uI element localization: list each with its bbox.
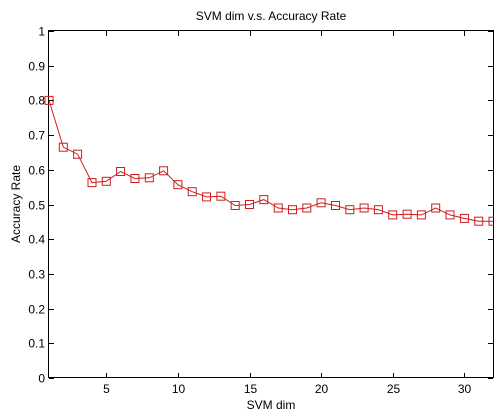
y-axis-label: Accuracy Rate xyxy=(9,165,23,243)
y-tick-label: 0.7 xyxy=(28,129,45,143)
data-point-marker xyxy=(474,216,484,226)
series-layer xyxy=(44,95,494,226)
y-tick-label: 0.1 xyxy=(28,337,45,351)
data-point-marker xyxy=(359,203,369,213)
y-tick-label: 0.8 xyxy=(28,94,45,108)
data-point-marker xyxy=(273,203,283,213)
data-point-marker xyxy=(101,176,111,186)
data-point-marker xyxy=(302,203,312,213)
x-tick-label: 25 xyxy=(387,382,401,396)
data-point-marker xyxy=(44,95,54,105)
data-point-marker xyxy=(202,192,211,202)
data-point-marker xyxy=(173,180,183,190)
x-axis-label: SVM dim xyxy=(247,398,296,412)
y-tick-label: 0.9 xyxy=(28,60,45,74)
x-axis: 5 10 15 20 25 30 xyxy=(103,31,471,396)
chart-title: SVM dim v.s. Accuracy Rate xyxy=(196,9,347,23)
x-tick-label: 30 xyxy=(458,382,472,396)
x-tick-label: 5 xyxy=(103,382,110,396)
x-tick-label: 20 xyxy=(315,382,329,396)
x-tick-label: 15 xyxy=(244,382,258,396)
y-axis: 0 0.1 0.2 0.3 0.4 0.5 0.6 0.7 0.8 0.9 1 xyxy=(28,25,493,386)
data-point-marker xyxy=(116,167,126,176)
data-point-marker xyxy=(187,187,197,197)
data-point-marker xyxy=(259,195,269,205)
data-point-marker xyxy=(431,203,441,213)
data-point-marker xyxy=(388,210,398,220)
data-point-marker xyxy=(445,210,455,220)
y-tick-label: 0.4 xyxy=(28,233,45,247)
data-point-marker xyxy=(216,191,226,201)
y-tick-label: 0 xyxy=(38,372,45,386)
data-point-marker xyxy=(316,198,326,208)
x-tick-label: 10 xyxy=(172,382,186,396)
data-point-marker xyxy=(373,205,383,215)
data-point-marker xyxy=(130,174,140,183)
series-line xyxy=(48,100,493,222)
data-point-marker xyxy=(488,216,494,226)
data-point-marker xyxy=(159,166,169,176)
data-point-marker xyxy=(345,205,355,215)
data-point-marker xyxy=(331,201,340,210)
y-tick-label: 0.3 xyxy=(28,268,45,282)
y-tick-label: 1 xyxy=(38,25,45,39)
data-point-marker xyxy=(144,173,154,183)
y-tick-label: 0.2 xyxy=(28,303,45,317)
y-tick-label: 0.5 xyxy=(28,199,45,213)
data-point-marker xyxy=(58,142,68,152)
data-point-marker xyxy=(459,213,469,223)
data-point-marker xyxy=(87,178,97,188)
data-point-marker xyxy=(416,210,426,220)
data-point-marker xyxy=(73,149,83,159)
data-point-marker xyxy=(402,209,412,219)
data-point-marker xyxy=(288,205,297,215)
data-point-marker xyxy=(245,200,254,209)
data-point-marker xyxy=(230,201,240,210)
y-tick-label: 0.6 xyxy=(28,164,45,178)
